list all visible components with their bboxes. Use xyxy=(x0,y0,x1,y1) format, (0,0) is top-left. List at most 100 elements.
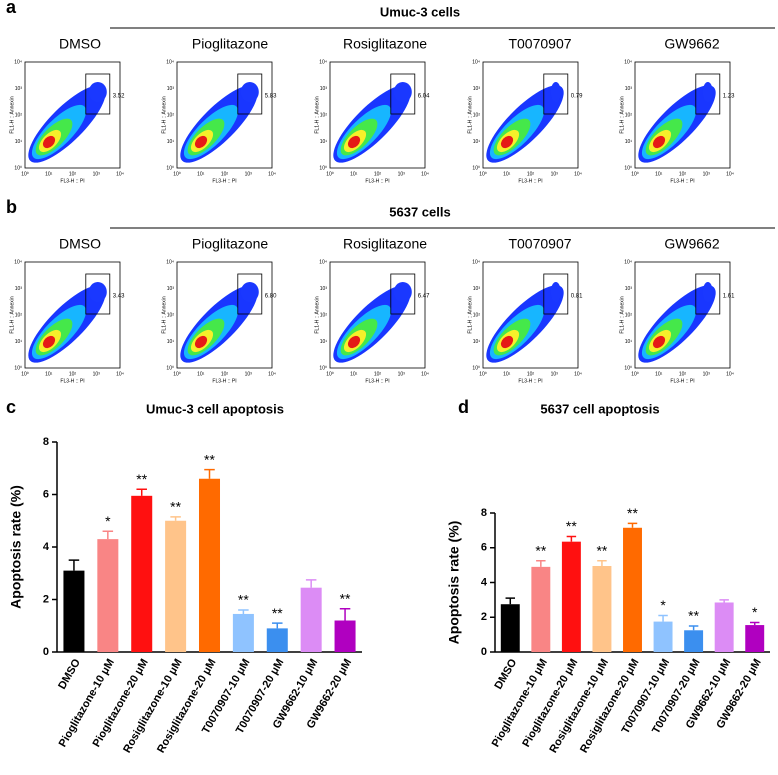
x-tick-label: 10⁴ xyxy=(726,171,734,177)
y-tick-label: 0 xyxy=(481,646,487,658)
y-tick-label: 10⁰ xyxy=(624,165,632,171)
x-tick-label: 10⁴ xyxy=(421,371,429,377)
column-label: DMSO xyxy=(59,236,101,252)
significance: ** xyxy=(238,592,249,608)
significance: ** xyxy=(596,542,607,558)
y-axis-label: FL1-H :: Annexin xyxy=(467,96,473,133)
error-bar xyxy=(597,560,607,566)
x-tick-label: Rosiglitazone-10 μM xyxy=(547,657,611,755)
x-tick-label: 10⁰ xyxy=(479,371,487,377)
x-axis-label: FL3-H :: PI xyxy=(212,378,236,384)
column-label: Rosiglitazone xyxy=(343,36,427,52)
density-plot xyxy=(333,85,411,163)
error-bar xyxy=(658,614,668,622)
x-tick-label: 10⁴ xyxy=(116,371,124,377)
y-tick-label: 10⁴ xyxy=(472,259,480,265)
error-bar xyxy=(627,522,638,528)
gate-population xyxy=(240,82,259,102)
error-bar xyxy=(505,597,516,605)
y-tick-label: 10² xyxy=(320,312,328,318)
bar xyxy=(198,478,221,652)
y-tick-label: 10⁴ xyxy=(14,59,22,65)
x-tick-label: 10⁴ xyxy=(574,171,582,177)
column-label: T0070907 xyxy=(508,236,571,252)
y-tick-label: 10⁴ xyxy=(319,259,327,265)
gate-box xyxy=(695,273,721,315)
bar xyxy=(592,565,612,652)
gate-population xyxy=(550,82,561,102)
plot-frame xyxy=(176,61,273,169)
gate-box xyxy=(85,73,111,115)
density-contour xyxy=(347,135,361,149)
plot-frame xyxy=(24,61,121,169)
gate-population xyxy=(88,282,107,302)
y-tick-label: 10⁰ xyxy=(319,365,327,371)
y-tick-label: 10¹ xyxy=(167,139,175,145)
y-tick-label: 10² xyxy=(15,312,23,318)
x-axis-label: FL3-H :: PI xyxy=(365,378,389,384)
density-contour xyxy=(500,335,514,349)
y-tick-label: 10⁴ xyxy=(624,259,632,265)
error-bar xyxy=(170,516,181,521)
y-tick-label: 10² xyxy=(625,112,633,118)
density-plot xyxy=(180,85,258,163)
y-tick-label: 10² xyxy=(167,112,175,118)
plot-frame xyxy=(482,61,579,169)
x-tick-label: 10¹ xyxy=(45,171,53,177)
x-tick-label: 10¹ xyxy=(503,371,511,377)
x-tick-label: Pioglitazone-10 μM xyxy=(490,657,550,749)
y-tick-label: 10⁴ xyxy=(166,259,174,265)
gate-value: 1.61 xyxy=(723,294,735,300)
y-tick-label: 10¹ xyxy=(625,139,633,145)
plot-frame xyxy=(24,261,121,369)
y-tick-label: 10¹ xyxy=(15,139,23,145)
x-axis-label: FL3-H :: PI xyxy=(518,178,542,184)
y-tick-label: 10¹ xyxy=(15,339,23,345)
y-tick-label: 10⁴ xyxy=(319,59,327,65)
density-contour xyxy=(42,335,56,349)
error-bar xyxy=(238,609,249,614)
density-plot xyxy=(638,285,716,363)
x-tick-label: 10² xyxy=(221,171,229,177)
column-label: Pioglitazone xyxy=(192,236,268,252)
bar xyxy=(561,541,581,652)
y-tick-label: 10¹ xyxy=(473,339,481,345)
y-tick-label: 10¹ xyxy=(167,339,175,345)
y-tick-label: 10³ xyxy=(15,286,23,292)
x-tick-label: 10² xyxy=(374,171,382,177)
gate-box xyxy=(85,273,111,315)
bar xyxy=(63,570,85,652)
y-axis-label: FL1-H :: Annexin xyxy=(161,296,167,333)
x-tick-label: 10¹ xyxy=(655,371,663,377)
x-tick-label: 10⁴ xyxy=(574,371,582,377)
bar xyxy=(653,621,673,652)
bar xyxy=(300,587,322,652)
y-axis-label: FL1-H :: Annexin xyxy=(314,96,320,133)
error-bar xyxy=(204,468,215,479)
x-tick-label: 10¹ xyxy=(197,371,205,377)
panel-label: d xyxy=(458,397,469,417)
x-tick-label: 10⁴ xyxy=(268,371,276,377)
column-label: DMSO xyxy=(59,36,101,52)
panel-title: 5637 cells xyxy=(389,204,450,219)
gate-population xyxy=(702,82,713,102)
x-tick-label: 10⁴ xyxy=(268,171,276,177)
bar xyxy=(684,630,704,652)
y-axis-label: FL1-H :: Annexin xyxy=(467,296,473,333)
plot-frame xyxy=(634,61,731,169)
gate-value: 1.23 xyxy=(723,94,735,100)
y-tick-label: 10³ xyxy=(15,86,23,92)
x-tick-label: 10⁰ xyxy=(173,171,181,177)
x-tick-label: 10² xyxy=(69,171,77,177)
y-tick-label: 10² xyxy=(625,312,633,318)
density-plot xyxy=(333,285,411,363)
y-tick-label: 10⁴ xyxy=(624,59,632,65)
x-tick-label: 10² xyxy=(679,371,687,377)
error-bar xyxy=(749,621,760,626)
x-tick-label: 10⁰ xyxy=(21,171,29,177)
bar xyxy=(266,628,288,652)
column-label: Rosiglitazone xyxy=(343,236,427,252)
bar xyxy=(131,495,153,652)
x-tick-label: 10² xyxy=(374,371,382,377)
